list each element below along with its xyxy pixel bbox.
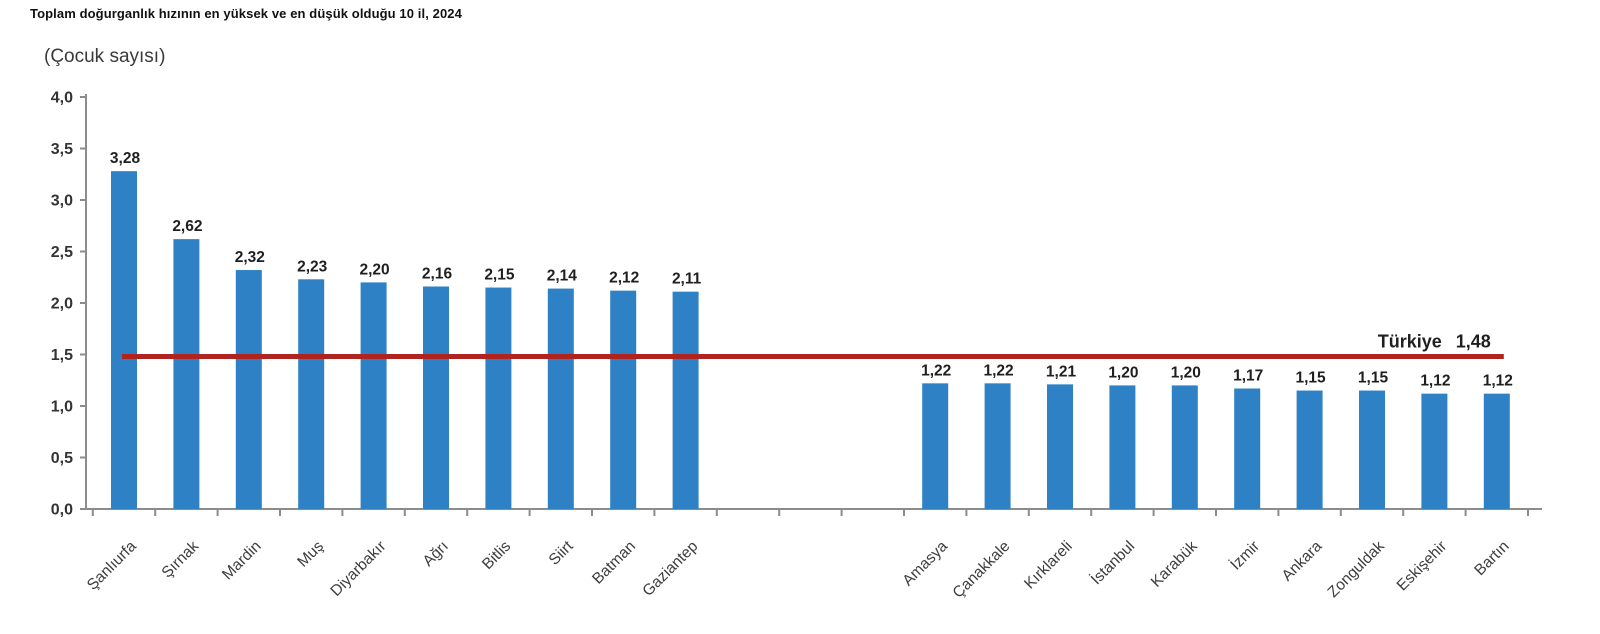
y-tick-label: 1,5 — [51, 347, 73, 364]
bar — [485, 287, 512, 509]
y-axis-unit-label: (Çocuk sayısı) — [44, 46, 166, 67]
y-tick-label: 1,0 — [51, 399, 73, 416]
x-category-label: Şanlıurfa — [84, 538, 140, 594]
x-category-label: Zonguldak — [1325, 538, 1388, 601]
bar — [1359, 390, 1385, 509]
x-category-label: İzmir — [1227, 537, 1263, 573]
bar — [111, 171, 137, 509]
bar-value-label: 2,12 — [609, 270, 639, 287]
bar-value-label: 2,32 — [235, 249, 265, 266]
y-tick-label: 2,0 — [51, 296, 73, 313]
bar-value-label: 1,17 — [1233, 367, 1263, 384]
x-category-label: Mardin — [219, 538, 265, 584]
y-tick-label: 3,0 — [51, 193, 73, 210]
x-category-label: İstanbul — [1087, 537, 1138, 588]
bar-value-label: 1,15 — [1296, 370, 1327, 387]
y-tick-label: 0,0 — [51, 502, 73, 519]
bar-value-label: 2,16 — [422, 266, 453, 283]
bar-value-label: 1,20 — [1108, 364, 1138, 381]
bar-value-label: 2,62 — [172, 218, 202, 235]
bar — [1421, 393, 1448, 509]
bar-value-label: 2,15 — [484, 267, 515, 284]
bar-value-label: 3,28 — [110, 150, 141, 167]
bar — [235, 270, 262, 509]
x-category-label: Şırnak — [159, 538, 203, 582]
x-category-label: Amasya — [899, 538, 951, 590]
y-tick-label: 4,0 — [51, 90, 73, 107]
bar — [1296, 390, 1323, 509]
x-category-label: Kırklareli — [1021, 538, 1076, 593]
bar-value-label: 2,14 — [547, 268, 578, 285]
bar — [672, 291, 699, 509]
bar-value-label: 1,12 — [1483, 373, 1513, 390]
x-category-label: Eskişehir — [1394, 538, 1450, 594]
bar — [547, 288, 574, 509]
x-category-label: Bartın — [1471, 538, 1512, 579]
x-category-label: Bitlis — [479, 538, 514, 573]
bar — [423, 286, 449, 509]
x-category-label: Diyarbakır — [327, 538, 389, 600]
x-category-label: Ankara — [1279, 538, 1326, 585]
bar — [1171, 385, 1198, 509]
bar — [1047, 384, 1073, 509]
bar — [360, 282, 387, 509]
x-category-label: Ağrı — [420, 538, 452, 570]
bar — [173, 239, 200, 509]
y-tick-label: 2,5 — [51, 244, 73, 261]
bar-value-label: 1,22 — [921, 362, 951, 379]
chart-title: Toplam doğurganlık hızının en yüksek ve … — [30, 6, 462, 21]
bar — [610, 290, 637, 509]
bar-value-label: 1,20 — [1171, 364, 1201, 381]
y-tick-label: 0,5 — [51, 450, 73, 467]
bar — [1483, 393, 1510, 509]
turkiye-reference-label: Türkiye 1,48 — [1378, 332, 1491, 352]
bar — [922, 383, 949, 509]
bar — [984, 383, 1011, 509]
bar-value-label: 1,12 — [1420, 373, 1450, 390]
bar-value-label: 1,21 — [1046, 363, 1077, 380]
x-category-label: Çanakkale — [950, 538, 1014, 602]
bar — [298, 279, 325, 509]
bar — [1234, 388, 1261, 509]
x-category-label: Batman — [589, 538, 639, 588]
x-category-label: Siirt — [546, 537, 577, 568]
bar-value-label: 2,11 — [672, 271, 702, 288]
bar-value-label: 2,20 — [360, 261, 390, 278]
y-tick-label: 3,5 — [51, 141, 73, 158]
bar-value-label: 2,23 — [297, 258, 328, 275]
bar — [1109, 385, 1136, 509]
bar-value-label: 1,22 — [984, 362, 1014, 379]
bar-value-label: 1,15 — [1358, 370, 1389, 387]
x-category-label: Gaziantep — [639, 538, 701, 600]
x-category-label: Karabük — [1148, 538, 1201, 591]
x-category-label: Muş — [294, 538, 327, 571]
